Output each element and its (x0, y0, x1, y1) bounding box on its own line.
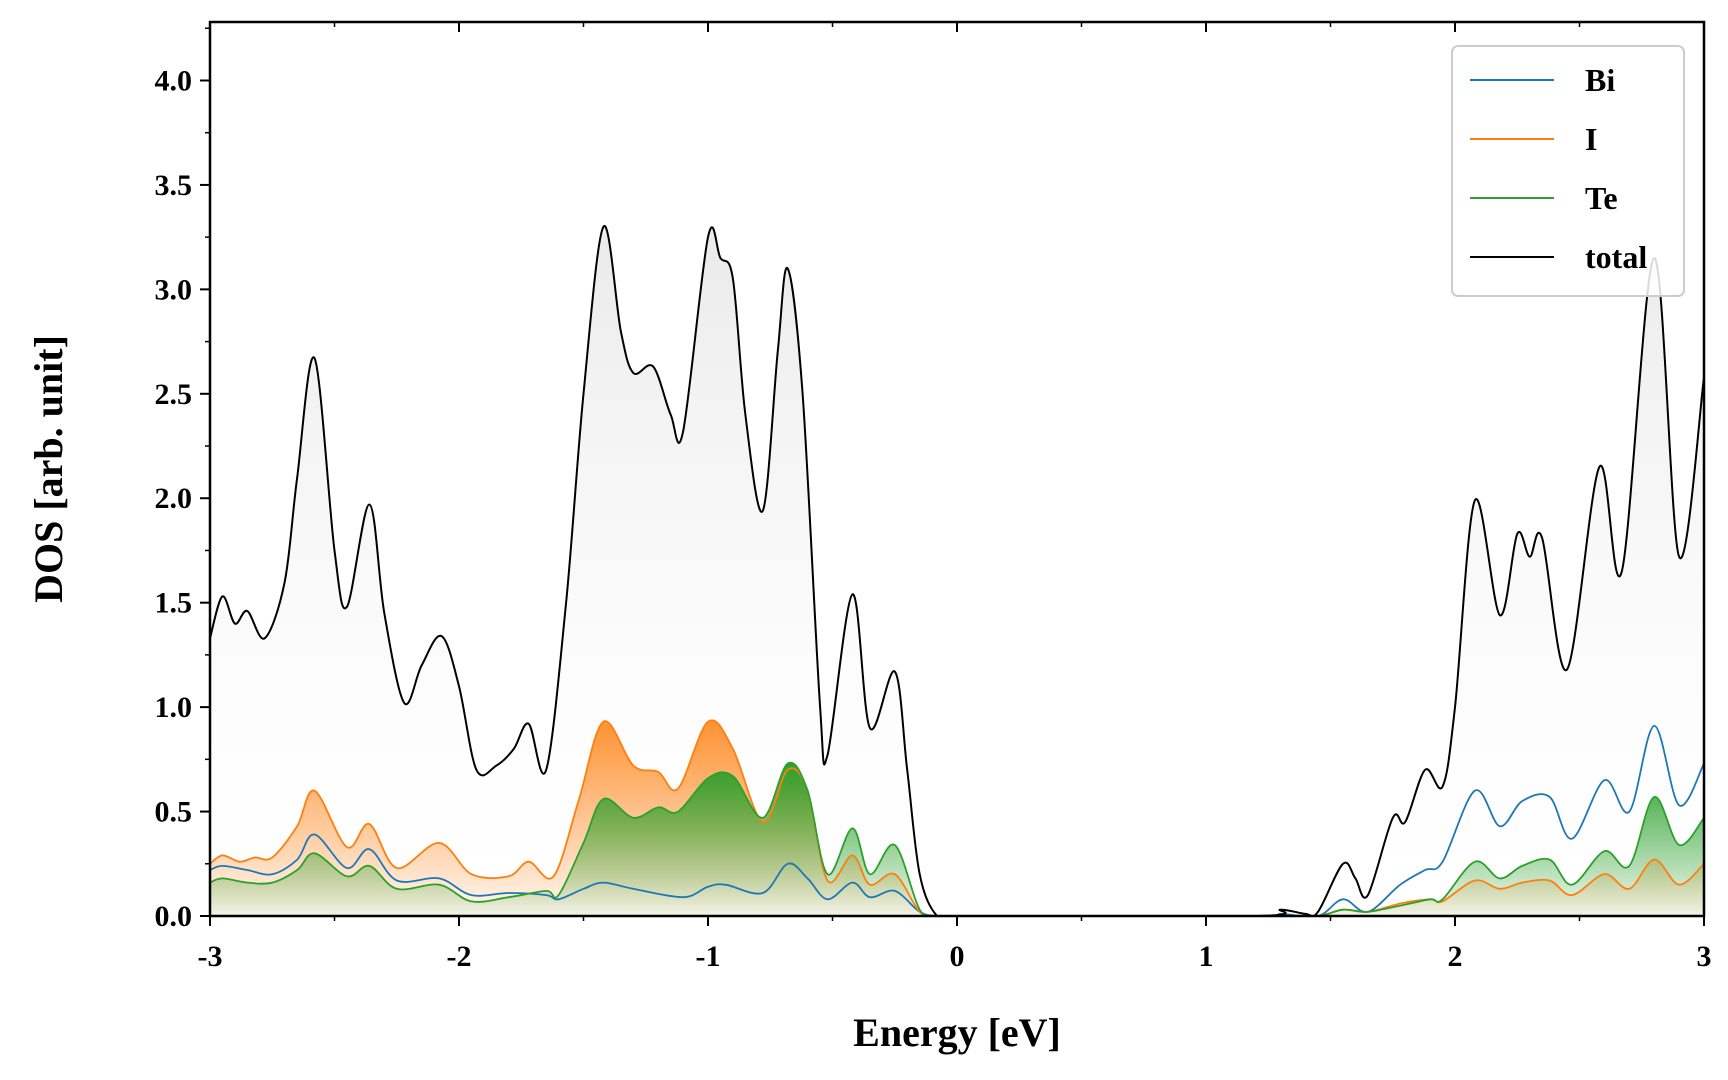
x-tick-label: 3 (1697, 940, 1712, 973)
y-tick-label: 0.5 (155, 796, 193, 829)
x-axis-ticks: -3 -2 -1 0 1 2 3 (198, 22, 1712, 973)
series-line-total (210, 225, 1704, 916)
y-axis-title: DOS [arb. unit] (26, 335, 71, 603)
y-tick-label: 2.0 (155, 482, 193, 515)
legend-box (1451, 45, 1685, 297)
y-tick-label: 3.5 (155, 169, 193, 202)
legend-label-total: total (1585, 239, 1647, 275)
x-tick-label: 1 (1199, 940, 1214, 973)
x-tick-label: 0 (950, 940, 965, 973)
x-tick-label: 2 (1448, 940, 1463, 973)
legend-label-te: Te (1585, 180, 1618, 216)
y-tick-label: 0.0 (155, 900, 193, 933)
series-fills (210, 226, 1704, 916)
legend-label-bi: Bi (1585, 62, 1615, 98)
x-tick-label: -3 (198, 940, 223, 973)
fill-te (210, 762, 1704, 916)
legend-label-i: I (1585, 121, 1597, 157)
y-tick-label: 3.0 (155, 273, 193, 306)
legend: Bi I Te total (1451, 45, 1685, 297)
x-tick-label: -1 (696, 940, 721, 973)
series-line-te (210, 761, 1704, 916)
y-tick-label: 1.0 (155, 691, 193, 724)
x-axis-title: Energy [eV] (853, 1010, 1061, 1055)
y-axis-ticks: 0.0 0.5 1.0 1.5 2.0 2.5 3.0 3.5 4.0 (155, 27, 210, 933)
x-tick-label: -2 (447, 940, 472, 973)
y-tick-label: 1.5 (155, 587, 193, 620)
y-tick-label: 4.0 (155, 64, 193, 97)
fill-total (210, 226, 1704, 916)
series-lines (210, 225, 1704, 916)
y-tick-label: 2.5 (155, 378, 193, 411)
series-line-bi (210, 724, 1704, 916)
